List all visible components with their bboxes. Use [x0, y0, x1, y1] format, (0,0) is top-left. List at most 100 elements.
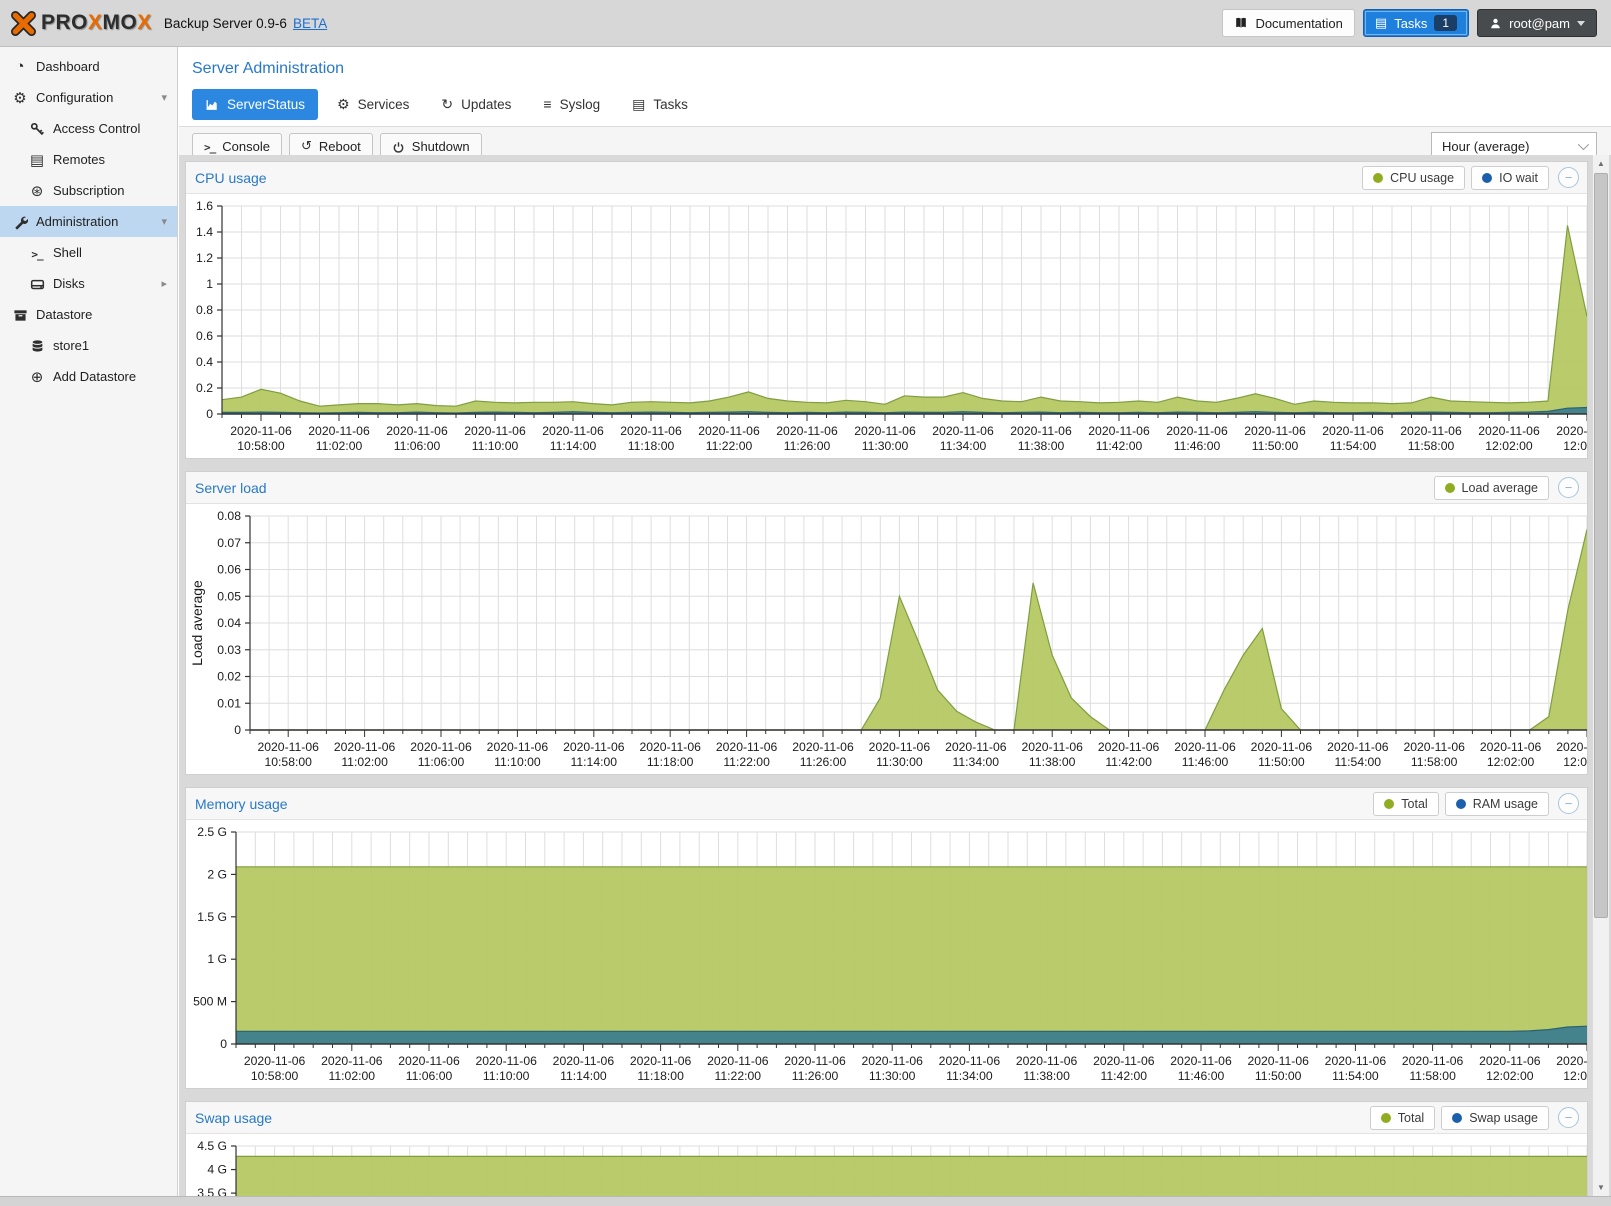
svg-text:10:58:00: 10:58:00: [237, 439, 285, 453]
svg-text:2020-11-06: 2020-11-06: [1403, 740, 1465, 754]
chart-area-icon: [205, 98, 219, 112]
horizontal-scrollbar[interactable]: [0, 1196, 1611, 1206]
sidebar-item-datastore[interactable]: Datastore: [0, 299, 177, 330]
sidebar-item-remotes[interactable]: ▤ Remotes: [29, 151, 106, 169]
svg-text:11:38:00: 11:38:00: [1018, 439, 1065, 453]
svg-text:11:02:00: 11:02:00: [329, 1069, 376, 1083]
svg-text:0: 0: [206, 407, 213, 421]
svg-text:4.5 G: 4.5 G: [197, 1139, 227, 1153]
svg-text:11:10:00: 11:10:00: [472, 439, 519, 453]
gears-icon: ⚙: [337, 95, 350, 112]
tasks-button[interactable]: ▤ Tasks 1: [1362, 9, 1470, 37]
svg-text:3.5 G: 3.5 G: [197, 1186, 227, 1196]
svg-text:2020-11-06: 2020-11-06: [487, 740, 549, 754]
svg-text:0.2: 0.2: [196, 381, 213, 395]
tab-updates[interactable]: ↻ Updates: [441, 95, 512, 112]
svg-text:1.6: 1.6: [196, 199, 213, 213]
proxmox-x-icon: [11, 10, 36, 36]
legend-dot-icon: [1380, 1112, 1391, 1123]
svg-text:11:34:00: 11:34:00: [940, 439, 987, 453]
svg-text:10:58:00: 10:58:00: [251, 1069, 299, 1083]
svg-text:2020-11-06: 2020-11-06: [784, 1054, 846, 1068]
tasks-count-badge: 1: [1434, 15, 1458, 31]
collapse-panel-button[interactable]: −: [1558, 793, 1579, 814]
legend-load-average[interactable]: Load average: [1433, 475, 1549, 500]
svg-text:11:18:00: 11:18:00: [647, 755, 694, 769]
product-version: Backup Server 0.9-6: [163, 15, 287, 31]
sidebar-item-configuration[interactable]: ⚙ Configuration ▾: [13, 89, 167, 107]
svg-text:11:34:00: 11:34:00: [946, 1069, 993, 1083]
tasks-icon: ▤: [632, 95, 646, 112]
svg-text:1.5 G: 1.5 G: [197, 910, 227, 924]
panel-server-load: Server load Load average − 0 0.01 0.02 0.03…: [185, 471, 1588, 775]
vertical-scrollbar[interactable]: ▲ ▼: [1592, 155, 1609, 1196]
svg-text:2020-11-06: 2020-11-06: [1556, 424, 1587, 438]
svg-text:2020-11-06: 2020-11-06: [869, 740, 931, 754]
collapse-panel-button[interactable]: −: [1558, 1107, 1579, 1128]
svg-text:12:02:00: 12:02:00: [1485, 439, 1533, 453]
panel-cpu-usage: CPU usage CPU usage IO wait − 0 0.2 0.4 0.6…: [185, 161, 1588, 459]
svg-text:0.02: 0.02: [217, 670, 241, 684]
sidebar-item-add-datastore[interactable]: ⊕ Add Datastore: [30, 368, 137, 386]
sidebar-item-disks[interactable]: Disks ▸: [0, 268, 177, 299]
documentation-button[interactable]: Documentation: [1222, 9, 1355, 37]
svg-text:2020-11-06: 2020-11-06: [854, 424, 916, 438]
reboot-icon: ↺: [300, 138, 312, 153]
svg-text:11:42:00: 11:42:00: [1096, 439, 1143, 453]
plus-circle-icon: ⊕: [30, 368, 44, 386]
legend-ram-usage[interactable]: RAM usage: [1444, 791, 1549, 816]
caret-down-icon: ▾: [161, 216, 167, 228]
sidebar-item-dashboard[interactable]: ◔ Dashboard: [15, 58, 100, 75]
legend-swap-usage[interactable]: Swap usage: [1441, 1105, 1549, 1130]
tab-serverstatus[interactable]: ServerStatus: [192, 88, 319, 120]
svg-text:0.6: 0.6: [196, 329, 213, 343]
svg-text:2020-11-06: 2020-11-06: [1244, 424, 1306, 438]
panel-title: Memory usage: [195, 795, 288, 812]
legend-io-wait[interactable]: IO wait: [1471, 165, 1549, 190]
sidebar-item-subscription[interactable]: ⊛ Subscription: [30, 182, 125, 200]
user-menu-button[interactable]: root@pam: [1477, 9, 1597, 37]
tab-syslog[interactable]: ≡ Syslog: [543, 96, 601, 112]
svg-text:4 G: 4 G: [207, 1163, 227, 1177]
legend-dot-icon: [1373, 172, 1384, 183]
svg-text:2020-11-06: 2020-11-06: [1016, 1054, 1078, 1068]
svg-text:11:18:00: 11:18:00: [628, 439, 675, 453]
beta-link[interactable]: BETA: [292, 15, 328, 31]
scrollbar-thumb[interactable]: [1594, 173, 1608, 918]
svg-text:2020-11-06: 2020-11-06: [776, 424, 838, 438]
load-chart: 0 0.01 0.02 0.03 0.04 0.05 0.06 0.07 0.08 2020-11…: [189, 509, 1587, 769]
legend-cpu-usage[interactable]: CPU usage: [1362, 165, 1466, 190]
svg-text:2020-11-06: 2020-11-06: [698, 424, 760, 438]
sidebar-item-access-control[interactable]: Access Control: [0, 113, 177, 144]
svg-text:11:22:00: 11:22:00: [706, 439, 753, 453]
svg-text:2020-11-06: 2020-11-06: [553, 1054, 615, 1068]
sidebar-item-shell[interactable]: >_ Shell: [31, 245, 82, 261]
box-icon: [13, 308, 28, 323]
tab-services[interactable]: ⚙ Services: [337, 95, 410, 112]
svg-text:2020-11-06: 2020-11-06: [630, 1054, 692, 1068]
scroll-down-arrow-icon[interactable]: ▼: [1597, 1183, 1605, 1192]
svg-text:0.08: 0.08: [217, 509, 241, 523]
svg-text:2020-11-06: 2020-11-06: [1556, 740, 1587, 754]
svg-text:0.03: 0.03: [217, 643, 241, 657]
svg-text:2020-11-06: 2020-11-06: [1556, 1054, 1587, 1068]
svg-text:2020-11-06: 2020-11-06: [386, 424, 448, 438]
collapse-panel-button[interactable]: −: [1558, 477, 1579, 498]
svg-text:11:42:00: 11:42:00: [1105, 755, 1152, 769]
tab-tasks[interactable]: ▤ Tasks: [632, 95, 688, 112]
collapse-panel-button[interactable]: −: [1558, 167, 1579, 188]
sidebar-item-administration[interactable]: Administration ▾: [0, 206, 177, 237]
scroll-up-arrow-icon[interactable]: ▲: [1597, 159, 1605, 168]
legend-total[interactable]: Total: [1369, 1105, 1436, 1130]
svg-text:2020-11-06: 2020-11-06: [1402, 1054, 1464, 1068]
svg-text:11:30:00: 11:30:00: [862, 439, 909, 453]
svg-text:12:02:00: 12:02:00: [1486, 1069, 1534, 1083]
database-icon: [30, 339, 45, 354]
panel-memory-usage: Memory usage Total RAM usage − 0 500 M 1 G…: [185, 787, 1588, 1089]
sidebar-item-store1[interactable]: store1: [0, 330, 177, 361]
svg-text:2020-11-06: 2020-11-06: [1327, 740, 1389, 754]
legend-total[interactable]: Total: [1373, 791, 1439, 816]
svg-text:11:58:00: 11:58:00: [1408, 439, 1455, 453]
svg-text:11:54:00: 11:54:00: [1335, 755, 1382, 769]
svg-text:12:06:00: 12:06:00: [1563, 1069, 1587, 1083]
